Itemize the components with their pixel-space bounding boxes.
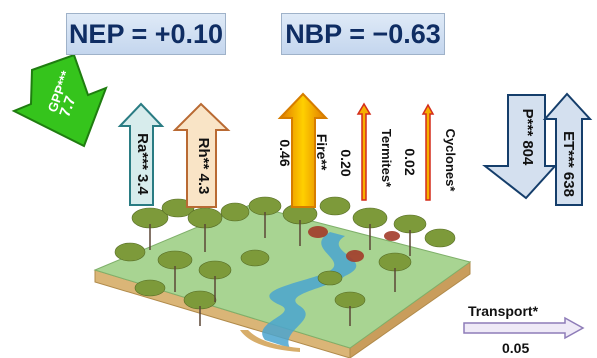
transport-value-label: 0.05 <box>502 340 530 356</box>
savanna-landscape <box>93 196 472 358</box>
transport-arrow <box>463 316 585 340</box>
termites-value-label: 0.20 <box>338 149 354 177</box>
et-arrow <box>542 92 593 206</box>
rh-label: Rh** 4.3 <box>195 137 212 195</box>
trees <box>114 196 456 326</box>
ra-arrow <box>117 102 165 206</box>
ra-label: Ra*** 3.4 <box>134 133 151 195</box>
river-bank <box>240 330 300 352</box>
nep-label: NEP = +0.10 <box>68 18 224 49</box>
river <box>262 232 357 348</box>
gpp-arrow <box>11 53 108 148</box>
termites-name-label: Termites* <box>379 128 394 188</box>
transport-name-label: Transport* <box>468 303 539 319</box>
termites-arrow <box>356 102 372 201</box>
nbp-label: NBP = −0.63 <box>285 18 441 49</box>
precip-arrow <box>482 94 558 200</box>
et-label: ET*** 638 <box>560 131 577 197</box>
fire-value-label: 0.46 <box>277 139 293 167</box>
cyclones-name-label: Cyclones* <box>443 128 458 192</box>
fire-name-label: Fire** <box>314 133 330 171</box>
cyclones-value-label: 0.02 <box>402 148 418 176</box>
nbp-box: NBP = −0.63 <box>281 13 445 55</box>
fire-arrow <box>277 92 329 208</box>
rh-arrow <box>172 102 231 208</box>
precip-label: P*** 804 <box>519 108 536 166</box>
cyclones-arrow <box>421 103 435 201</box>
nep-box: NEP = +0.10 <box>66 13 226 55</box>
